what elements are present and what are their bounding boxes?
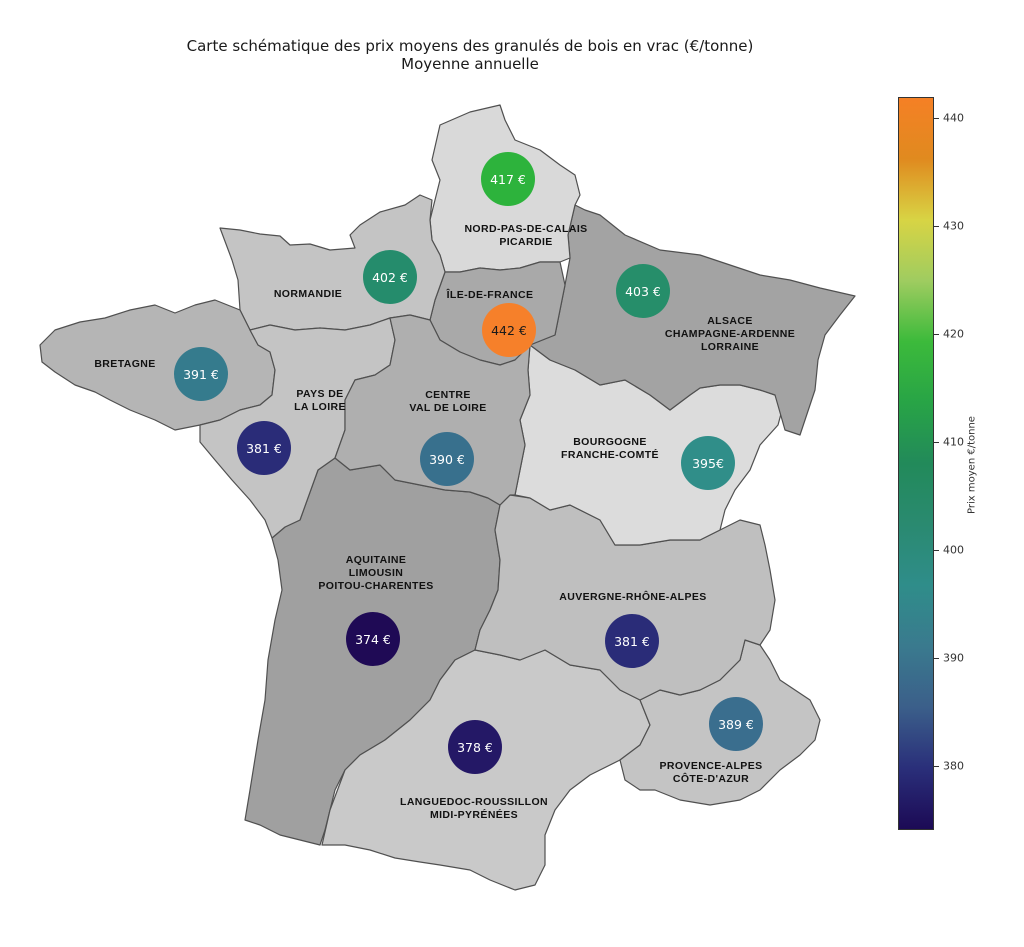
colorbar-label: Prix moyen €/tonne — [966, 416, 978, 514]
label-line: AQUITAINE — [345, 554, 407, 566]
price-bubble-grand-est[interactable]: 403 € — [616, 264, 670, 318]
price-bubble-bourgogne-franche-comte[interactable]: 395€ — [681, 436, 735, 490]
label-ile-de-france: ÎLE-DE-FRANCE — [447, 289, 534, 302]
colorbar-tick-mark — [934, 658, 939, 659]
label-paca: PROVENCE-ALPES CÔTE-D'AZUR — [659, 760, 762, 786]
colorbar-tick-label: 380 — [943, 759, 964, 773]
colorbar-tick-mark — [934, 766, 939, 767]
label-grand-est: ALSACE CHAMPAGNE-ARDENNE LORRAINE — [665, 315, 795, 354]
colorbar-tick-mark — [934, 118, 939, 119]
label-occitanie: LANGUEDOC-ROUSSILLON MIDI-PYRÉNÉES — [400, 796, 548, 822]
label-line: LA LOIRE — [294, 401, 346, 413]
price-bubble-bretagne[interactable]: 391 € — [174, 347, 228, 401]
label-bourgogne-franche-comte: BOURGOGNE FRANCHE-COMTÉ — [561, 436, 659, 462]
label-bretagne: BRETAGNE — [94, 358, 155, 371]
label-line: ALSACE — [707, 315, 753, 327]
region-centre-val-de-loire[interactable] — [334, 314, 531, 506]
price-bubble-pays-de-la-loire[interactable]: 381 € — [237, 421, 291, 475]
price-bubble-nouvelle-aquitaine[interactable]: 374 € — [346, 612, 400, 666]
colorbar-tick-label: 410 — [943, 435, 964, 449]
colorbar-tick-label: 420 — [943, 327, 964, 341]
label-normandie: NORMANDIE — [274, 288, 342, 301]
region-pays-de-la-loire[interactable] — [199, 317, 396, 539]
label-nouvelle-aquitaine: AQUITAINE LIMOUSIN POITOU-CHARENTES — [318, 554, 433, 593]
label-hauts-de-france: NORD-PAS-DE-CALAIS PICARDIE — [464, 223, 587, 249]
label-line: CENTRE — [425, 389, 471, 401]
colorbar-tick-label: 430 — [943, 219, 964, 233]
label-auvergne-rhone-alpes: AUVERGNE-RHÔNE-ALPES — [559, 591, 706, 604]
label-line: LORRAINE — [700, 341, 760, 353]
colorbar-tick-label: 400 — [943, 543, 964, 557]
colorbar-tick-label: 440 — [943, 111, 964, 125]
label-line: NORD-PAS-DE-CALAIS — [464, 223, 588, 235]
label-line: AUVERGNE-RHÔNE-ALPES — [559, 591, 707, 603]
label-line: NORMANDIE — [273, 288, 343, 300]
colorbar-tick-mark — [934, 334, 939, 335]
label-line: LANGUEDOC-ROUSSILLON — [400, 796, 548, 808]
label-line: POITOU-CHARENTES — [318, 580, 434, 592]
colorbar — [898, 97, 934, 830]
colorbar-tick-label: 390 — [943, 651, 964, 665]
label-line: LIMOUSIN — [348, 567, 404, 579]
label-line: BOURGOGNE — [573, 436, 647, 448]
colorbar-tick-mark — [934, 442, 939, 443]
label-line: CHAMPAGNE-ARDENNE — [664, 328, 796, 340]
price-bubble-auvergne-rhone-alpes[interactable]: 381 € — [605, 614, 659, 668]
label-line: VAL DE LOIRE — [409, 402, 487, 414]
label-line: BRETAGNE — [94, 358, 156, 370]
label-line: MIDI-PYRÉNÉES — [429, 809, 519, 821]
price-bubble-occitanie[interactable]: 378 € — [448, 720, 502, 774]
label-line: PAYS DE — [296, 388, 344, 400]
title-line-1: Carte schématique des prix moyens des gr… — [186, 37, 754, 55]
label-line: CÔTE-D'AZUR — [672, 773, 750, 785]
price-bubble-hauts-de-france[interactable]: 417 € — [481, 152, 535, 206]
label-pays-de-la-loire: PAYS DE LA LOIRE — [294, 388, 346, 414]
label-line: ÎLE-DE-FRANCE — [446, 289, 534, 301]
price-bubble-centre-val-de-loire[interactable]: 390 € — [420, 432, 474, 486]
label-line: FRANCHE-COMTÉ — [561, 449, 659, 461]
colorbar-tick-mark — [934, 550, 939, 551]
label-centre-val-de-loire: CENTRE VAL DE LOIRE — [409, 389, 486, 415]
label-line: PICARDIE — [499, 236, 553, 248]
chart-title: Carte schématique des prix moyens des gr… — [0, 37, 940, 73]
colorbar-tick-mark — [934, 226, 939, 227]
title-line-2: Moyenne annuelle — [401, 55, 539, 73]
price-bubble-normandie[interactable]: 402 € — [363, 250, 417, 304]
label-line: PROVENCE-ALPES — [659, 760, 763, 772]
price-bubble-ile-de-france[interactable]: 442 € — [482, 303, 536, 357]
price-bubble-paca[interactable]: 389 € — [709, 697, 763, 751]
